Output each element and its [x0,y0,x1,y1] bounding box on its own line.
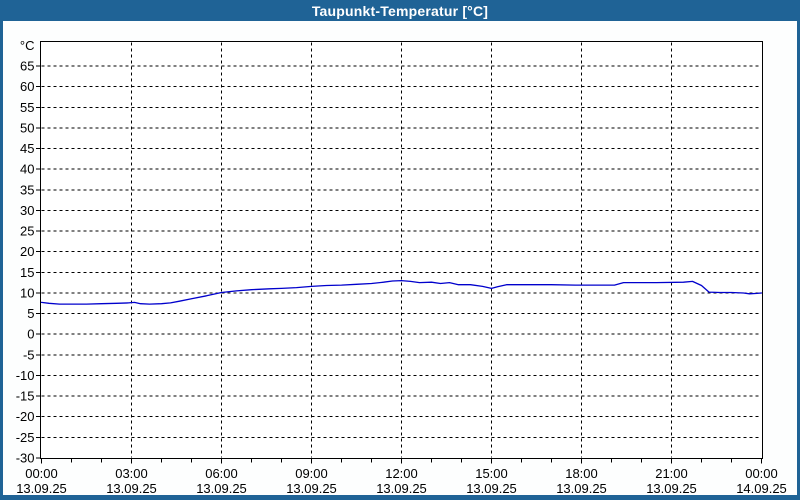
x-tick-date-label: 14.09.25 [736,481,787,496]
x-tick-date-label: 13.09.25 [106,481,157,496]
x-tick-date-label: 13.09.25 [286,481,337,496]
y-axis-unit-label: °C [20,38,35,53]
x-tick-time-label: 00:00 [25,466,58,481]
y-tick-label: 50 [20,120,34,135]
y-tick-label: -5 [23,347,35,362]
x-tick-time-label: 21:00 [655,466,688,481]
series-line [40,279,763,305]
y-tick-label: 65 [20,59,34,74]
x-tick-time-label: 03:00 [115,466,148,481]
y-tick-label: 15 [20,265,34,280]
x-tick-date-label: 13.09.25 [646,481,697,496]
y-tick-label: 40 [20,162,34,177]
frame-left-border [0,21,3,500]
y-tick-label: 5 [27,306,34,321]
y-tick-label: 55 [20,100,34,115]
y-tick-label: -10 [16,368,35,383]
y-tick-label: 35 [20,182,34,197]
x-tick-date-label: 13.09.25 [556,481,607,496]
x-tick-time-label: 12:00 [385,466,418,481]
y-tick-label: -15 [16,389,35,404]
page-title: Taupunkt-Temperatur [°C] [311,2,489,19]
title-bar: Taupunkt-Temperatur [°C] [0,0,800,21]
x-tick-date-label: 13.09.25 [466,481,517,496]
x-tick-time-label: 15:00 [475,466,508,481]
x-tick-time-label: 00:00 [745,466,778,481]
x-tick-date-label: 13.09.25 [196,481,247,496]
x-tick-time-label: 09:00 [295,466,328,481]
y-tick-label: 0 [27,327,34,342]
y-tick-label: -30 [16,451,35,466]
y-tick-label: 25 [20,224,34,239]
x-tick-date-label: 13.09.25 [376,481,427,496]
y-tick-label: 60 [20,79,34,94]
y-tick-label: 20 [20,244,34,259]
x-tick-time-label: 18:00 [565,466,598,481]
y-tick-label: -25 [16,430,35,445]
x-tick-date-label: 13.09.25 [16,481,67,496]
frame-bottom-border [0,495,800,500]
x-tick-time-label: 06:00 [205,466,238,481]
y-tick-label: 30 [20,203,34,218]
y-tick-label: 45 [20,141,34,156]
y-tick-label: 10 [20,285,34,300]
y-tick-label: -20 [16,409,35,424]
frame-right-border [797,21,800,500]
